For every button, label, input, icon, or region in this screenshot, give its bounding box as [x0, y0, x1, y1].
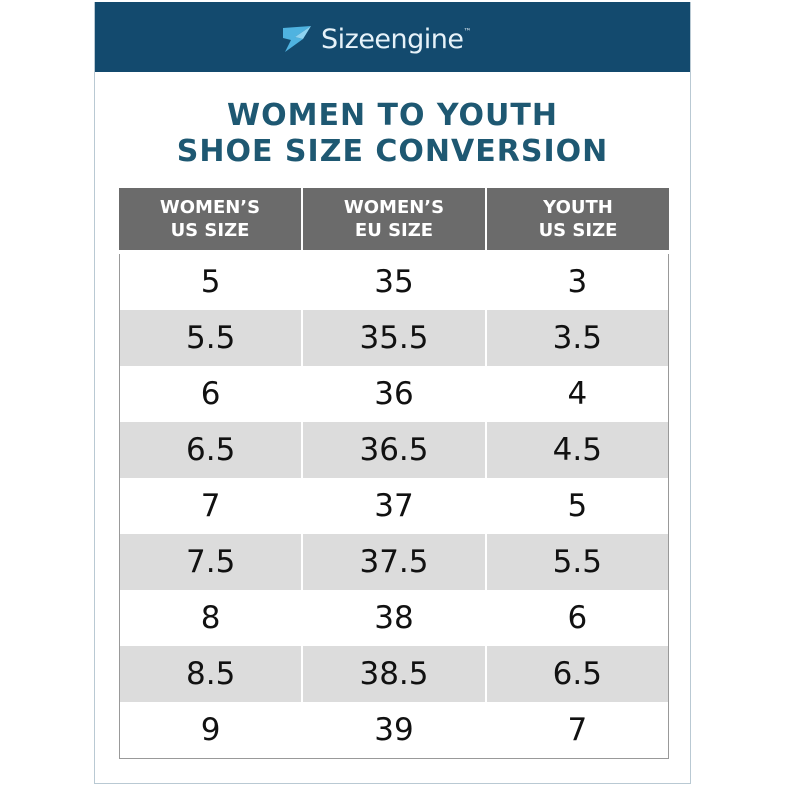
table-cell: 8	[120, 590, 304, 646]
table-row: 7.5 37.5 5.5	[119, 534, 669, 590]
table-cell: 3	[567, 264, 588, 300]
header-line: WOMEN’S	[343, 197, 445, 218]
table-cell: 6	[120, 366, 304, 422]
table-row: 5.5 35.5 3.5	[119, 310, 669, 366]
table-row: 9 39 7	[119, 702, 669, 758]
column-header: YOUTH US SIZE	[487, 188, 669, 250]
table-cell: 6	[567, 600, 588, 636]
header-row: WOMEN’S US SIZE WOMEN’S EU SIZE YOUTH US SIZE	[119, 188, 669, 250]
table-body: 5 35 3 5.5 35.5 3.5 6 36 4 6.5 36.5 4.5 7 37 5 7.5 37.5 5…	[119, 254, 669, 759]
table-cell: 35.5	[303, 310, 487, 366]
title: SHOE SIZE CONVERSION	[176, 134, 609, 169]
table-row: 6 36 4	[119, 366, 669, 422]
card: Sizeengine ™ WOMEN TO YOUTH SHOE SIZE CO…	[94, 2, 691, 784]
table-cell: 3.5	[552, 320, 602, 356]
table-cell: 36	[303, 366, 487, 422]
table-cell: 38	[303, 590, 487, 646]
table-cell: 7.5	[120, 534, 304, 590]
table-cell: 9	[120, 702, 304, 758]
table-cell: 4.5	[552, 432, 602, 468]
table-cell: 7	[567, 712, 588, 748]
table-cell: 8.5	[120, 646, 304, 702]
header-line: EU SIZE	[354, 220, 434, 241]
logo: Sizeengine ™	[281, 21, 472, 57]
table-cell: 38.5	[303, 646, 487, 702]
header-line: WOMEN’S	[159, 197, 261, 218]
table-cell: 37	[303, 478, 487, 534]
table-cell: 5.5	[120, 310, 304, 366]
table-cell: 36.5	[303, 422, 487, 478]
table-cell: 7	[120, 478, 304, 534]
table-row: 8 38 6	[119, 590, 669, 646]
table-cell: 6.5	[552, 656, 602, 692]
column-header: WOMEN’S US SIZE	[119, 188, 303, 250]
table-row: 7 37 5	[119, 478, 669, 534]
table-cell: 39	[303, 702, 487, 758]
brand: Sizeengine	[321, 23, 464, 55]
header-line: US SIZE	[538, 220, 618, 241]
title: WOMEN TO YOUTH	[227, 98, 558, 133]
table-cell: 35	[303, 254, 487, 310]
table-cell: 5	[120, 254, 304, 310]
table: WOMEN’S US SIZE WOMEN’S EU SIZE YOUTH US SIZE…	[119, 188, 669, 759]
table-row: 6.5 36.5 4.5	[119, 422, 669, 478]
banner: Sizeengine ™	[95, 2, 690, 72]
header-line: US SIZE	[170, 220, 250, 241]
table-cell: 37.5	[303, 534, 487, 590]
logo-icon	[283, 26, 311, 52]
table-row: 8.5 38.5 6.5	[119, 646, 669, 702]
column-header: WOMEN’S EU SIZE	[303, 188, 487, 250]
table-cell: 6.5	[120, 422, 304, 478]
header-line: YOUTH	[543, 197, 613, 218]
table-row: 5 35 3	[119, 254, 669, 310]
table-cell: 5	[567, 488, 588, 524]
trademark: ™	[463, 27, 472, 36]
table-cell: 4	[567, 376, 588, 412]
table-cell: 5.5	[552, 544, 602, 580]
